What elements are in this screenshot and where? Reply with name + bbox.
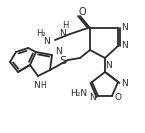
Text: H₂: H₂	[36, 30, 46, 38]
Text: N: N	[33, 80, 39, 90]
Text: N: N	[55, 47, 61, 57]
Text: N: N	[89, 93, 95, 103]
Text: H: H	[62, 20, 68, 30]
Text: H: H	[40, 82, 46, 90]
Text: S: S	[59, 56, 67, 66]
Text: H₂N: H₂N	[70, 90, 88, 99]
Text: N: N	[59, 30, 65, 38]
Text: N: N	[44, 38, 50, 47]
Text: N: N	[122, 41, 128, 51]
Text: N: N	[106, 61, 112, 70]
Text: N: N	[122, 24, 128, 32]
Text: O: O	[115, 92, 122, 101]
Text: N: N	[122, 80, 128, 88]
Text: O: O	[78, 7, 86, 17]
